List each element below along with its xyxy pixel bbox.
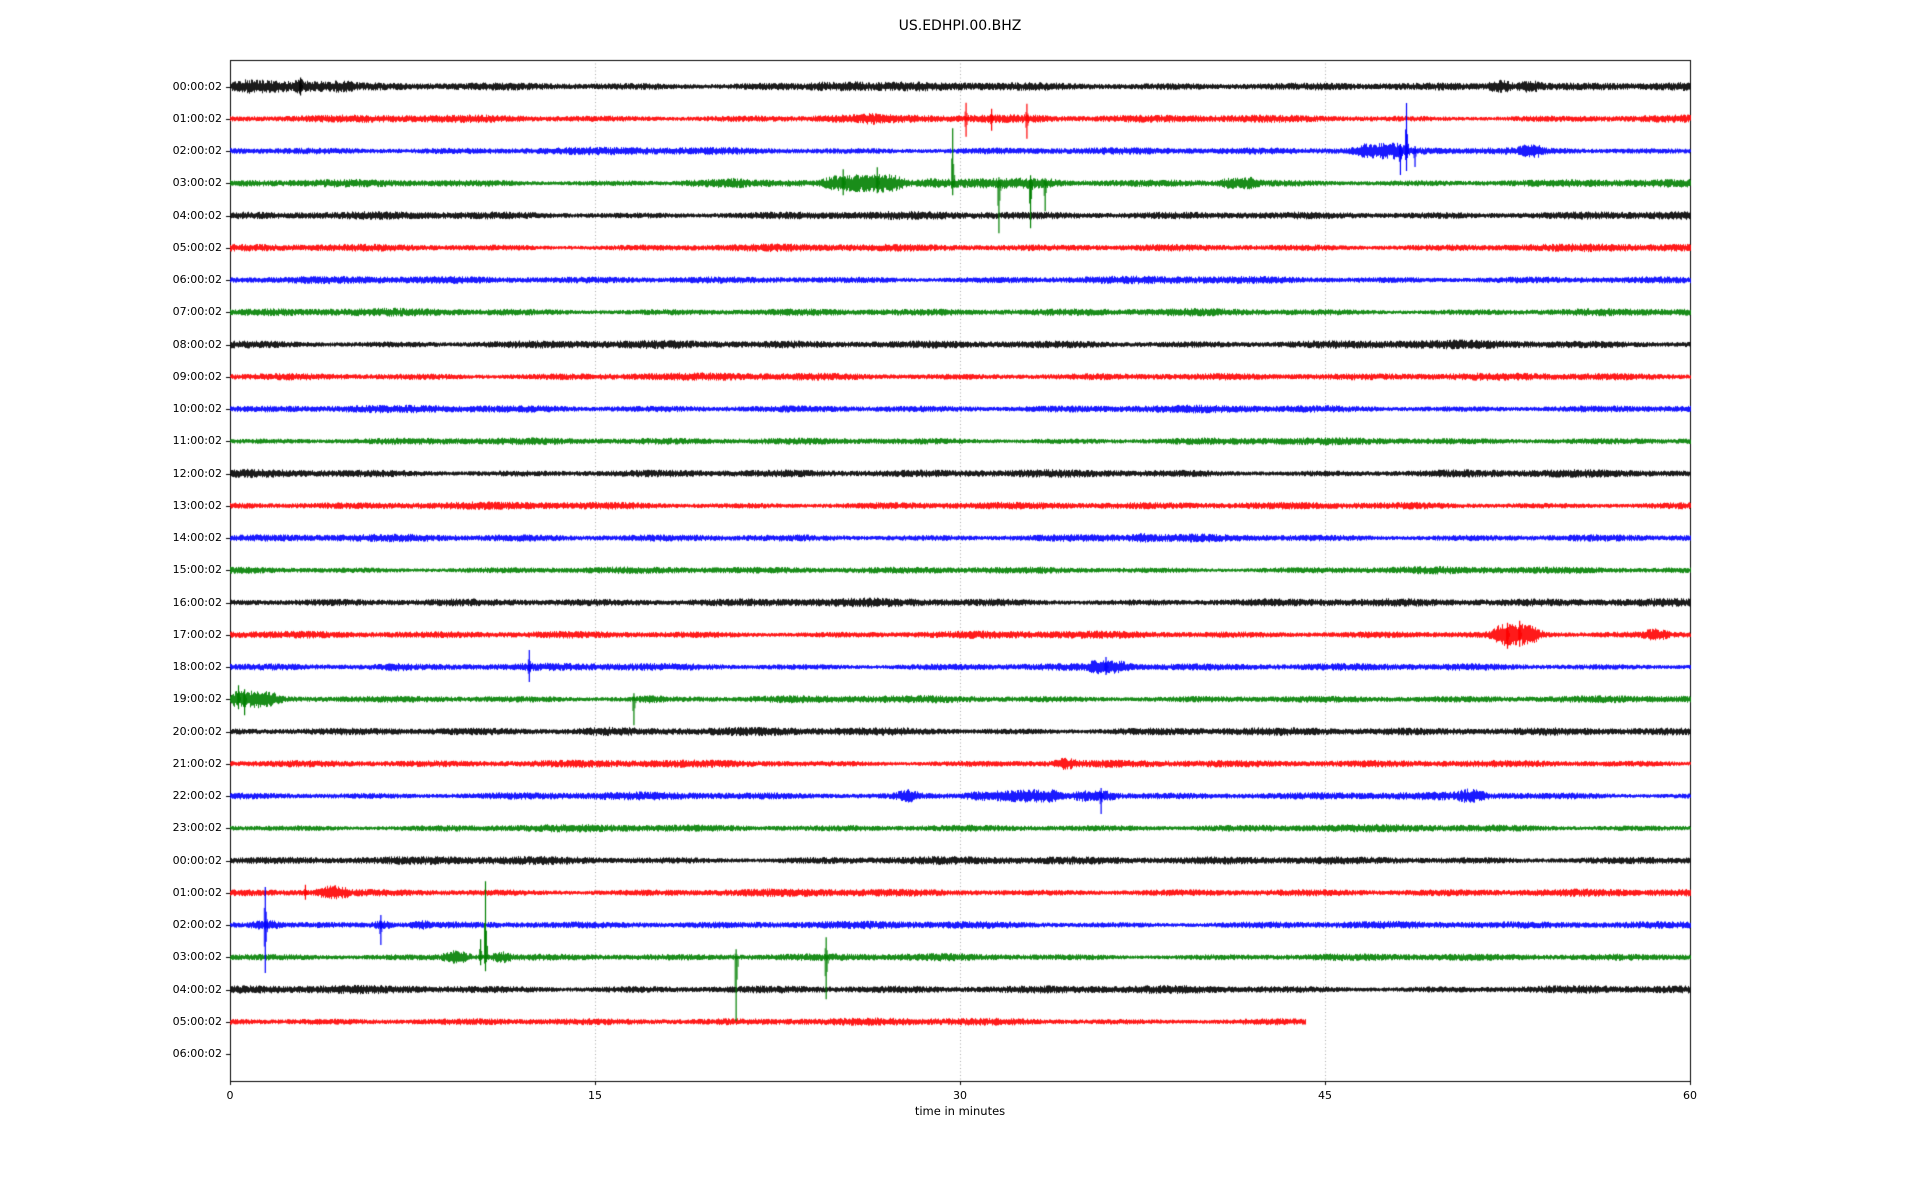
y-tick-label: 02:00:02	[172, 918, 222, 931]
y-tick-label: 06:00:02	[172, 1047, 222, 1060]
x-axis-title: time in minutes	[914, 1104, 1006, 1118]
y-tick-label: 18:00:02	[172, 660, 222, 673]
y-tick-label: 17:00:02	[172, 627, 222, 641]
y-tick-label: 23:00:02	[172, 821, 222, 835]
y-tick-label: 05:00:02	[172, 240, 222, 254]
y-tick-label: 04:00:02	[172, 208, 222, 222]
y-tick-label: 21:00:02	[172, 756, 222, 770]
y-tick-label: 11:00:02	[172, 434, 222, 448]
x-tick-label: 0	[226, 1089, 234, 1102]
y-tick-label: 13:00:02	[172, 498, 222, 512]
y-tick-label: 19:00:02	[172, 692, 222, 706]
y-tick-label: 20:00:02	[172, 724, 222, 738]
y-tick-label: 03:00:02	[172, 950, 222, 964]
y-tick-label: 05:00:02	[172, 1014, 222, 1028]
y-tick-label: 00:00:02	[172, 79, 222, 93]
y-tick-label: 12:00:02	[172, 466, 222, 480]
y-tick-label: 00:00:02	[172, 853, 222, 867]
x-tick-label: 30	[953, 1089, 967, 1102]
y-tick-label: 08:00:02	[172, 337, 222, 351]
y-tick-label: 03:00:02	[172, 176, 222, 190]
y-tick-label: 09:00:02	[172, 369, 222, 383]
y-tick-label: 04:00:02	[172, 982, 222, 996]
y-tick-label: 14:00:02	[172, 531, 222, 544]
y-tick-label: 02:00:02	[172, 144, 222, 157]
y-tick-label: 01:00:02	[172, 885, 222, 899]
y-tick-label: 07:00:02	[172, 305, 222, 319]
y-tick-label: 10:00:02	[172, 402, 222, 415]
y-tick-label: 16:00:02	[172, 595, 222, 609]
x-tick-label: 60	[1683, 1089, 1697, 1102]
x-tick-label: 15	[588, 1089, 602, 1102]
x-tick-label: 45	[1318, 1089, 1332, 1102]
y-tick-label: 01:00:02	[172, 111, 222, 125]
y-tick-label: 15:00:02	[172, 563, 222, 577]
y-tick-label: 22:00:02	[172, 789, 222, 802]
y-tick-label: 06:00:02	[172, 273, 222, 286]
